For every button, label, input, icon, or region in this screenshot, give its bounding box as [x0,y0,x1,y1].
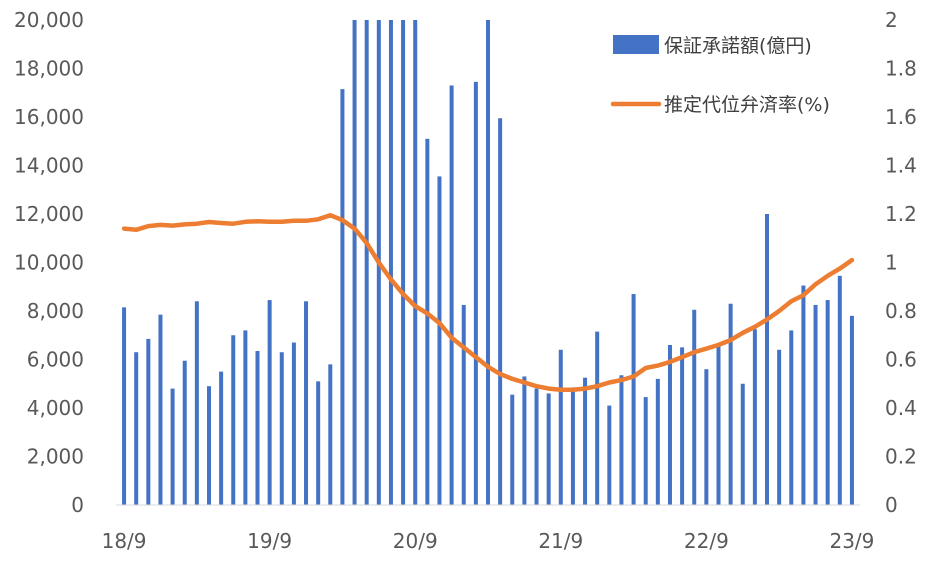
legend-bar-label: 保証承諾額(億円) [664,35,812,57]
bar [692,309,697,505]
bar [704,369,709,505]
x-tick-label: 23/9 [829,529,874,553]
bar [546,393,551,505]
right-tick-label: 1 [885,251,898,275]
bar [849,315,854,505]
bar [643,397,648,505]
bar [619,375,624,505]
right-tick-label: 1.8 [885,57,917,81]
bar [279,352,284,505]
right-tick-label: 2 [885,8,898,32]
bar [316,381,321,505]
right-axis-ticks: 0 0.2 0.4 0.6 0.8 1 1.2 1.4 1.6 1.8 2 [885,8,917,517]
bar [607,405,612,505]
bar [304,301,309,505]
bar [461,304,466,505]
bar [752,329,757,505]
bar [291,342,296,505]
bar [789,330,794,505]
bar [740,383,745,505]
bar [777,349,782,505]
bar [825,300,830,505]
bar-series-guarantee-amount [122,20,854,506]
left-tick-label: 8,000 [27,299,84,323]
bar [595,331,600,505]
right-tick-label: 1.6 [885,105,917,129]
bar [449,85,454,505]
legend: 保証承諾額(億円) 推定代位弁済率(%) [610,35,830,116]
bar [570,387,575,505]
left-tick-label: 6,000 [27,348,84,372]
left-tick-label: 20,000 [14,8,84,32]
bar [158,314,163,505]
bar [534,388,539,505]
bar [340,89,345,506]
x-axis-ticks: 18/9 19/9 20/9 21/9 22/9 23/9 [102,529,875,553]
bar [522,376,527,505]
bar [219,371,224,505]
right-tick-label: 0.4 [885,396,917,420]
bar [352,20,357,505]
right-tick-label: 1.2 [885,202,917,226]
right-tick-label: 0.2 [885,445,917,469]
bar [364,20,369,505]
legend-line-label: 推定代位弁済率(%) [664,94,830,116]
bar [255,351,260,505]
right-tick-label: 0.6 [885,348,917,372]
bar [437,176,442,505]
bar [388,20,393,505]
bar [716,346,721,505]
bar [631,294,636,505]
bar [134,352,139,505]
bar [837,275,842,505]
bar [182,360,187,505]
x-tick-label: 18/9 [102,529,147,553]
right-tick-label: 0 [885,493,898,517]
bar [146,338,151,505]
left-tick-label: 0 [71,493,84,517]
x-tick-label: 22/9 [684,529,729,553]
left-tick-label: 4,000 [27,396,84,420]
left-tick-label: 2,000 [27,445,84,469]
bar [401,20,406,505]
bar [813,304,818,505]
bar [206,386,211,505]
bar [680,347,685,505]
bar [801,285,806,505]
bar [473,81,478,506]
x-tick-label: 21/9 [538,529,583,553]
line-series-subrogation-rate [121,212,855,393]
left-tick-label: 10,000 [14,251,84,275]
bar [243,330,248,505]
bar [510,394,515,505]
bar [728,303,733,505]
bar [413,20,418,505]
bar [425,138,430,505]
bar [328,364,333,505]
bar [667,344,672,505]
left-tick-label: 18,000 [14,57,84,81]
x-tick-label: 20/9 [393,529,438,553]
bar [194,301,199,505]
legend-bar-swatch [613,35,659,54]
bar [267,300,272,505]
right-tick-label: 1.4 [885,154,917,178]
left-tick-label: 12,000 [14,202,84,226]
bar [486,20,490,505]
bar [655,378,660,505]
bar [170,388,175,505]
bar [122,307,127,505]
bar [231,335,236,505]
bar [583,377,588,505]
bar [558,349,563,505]
bar [765,214,770,505]
left-tick-label: 14,000 [14,154,84,178]
x-tick-label: 19/9 [247,529,292,553]
right-tick-label: 0.8 [885,299,917,323]
bar [498,118,503,506]
left-axis-ticks: 0 2,000 4,000 6,000 8,000 10,000 12,000 14,000 1… [14,8,84,517]
left-tick-label: 16,000 [14,105,84,129]
